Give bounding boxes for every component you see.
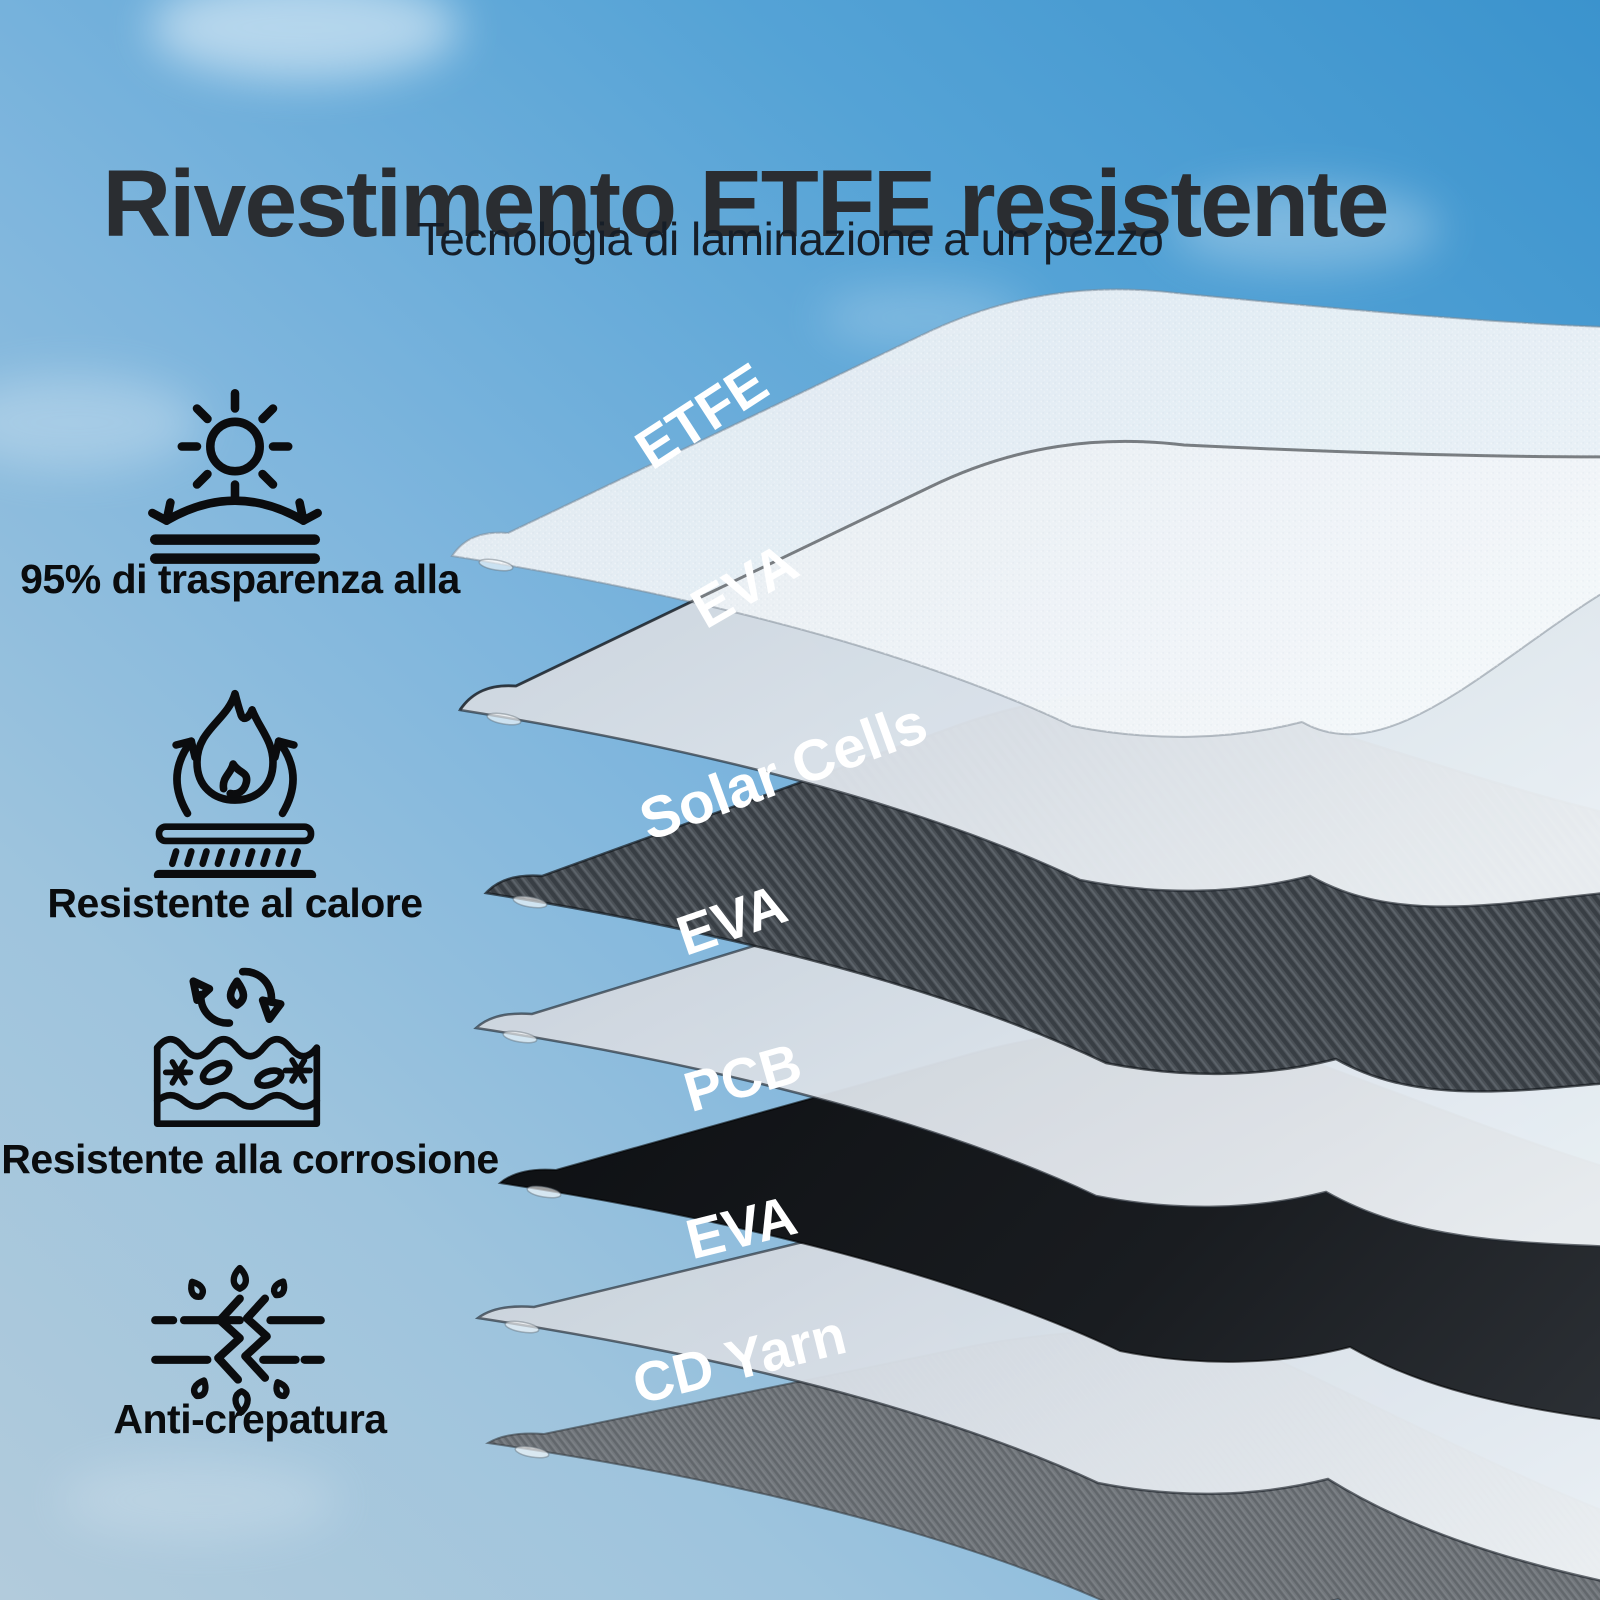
mounting-slot [512, 895, 548, 909]
mounting-slot [504, 1320, 540, 1334]
corrosion-resistant-icon [142, 966, 332, 1156]
cloud [0, 375, 200, 470]
mounting-slot [502, 1030, 538, 1044]
feature-label-transparency: 95% di trasparenza alla [20, 556, 460, 602]
feature-label-corrosion: Resistente alla corrosione [1, 1136, 499, 1182]
anti-crack-icon [148, 1250, 328, 1430]
mounting-slot [486, 712, 522, 726]
sun-transparency-icon [140, 380, 330, 570]
cloud [60, 1460, 340, 1540]
mounting-slot [478, 558, 514, 572]
page-title: Rivestimento ETFE resistente [102, 150, 1390, 257]
eva-edge-ghost-line [458, 439, 1600, 711]
mounting-slot [526, 1185, 562, 1199]
feature-label-heat: Resistente al calore [47, 880, 423, 926]
mounting-slot [514, 1445, 550, 1459]
heat-resistant-icon [140, 688, 330, 878]
cloud [1170, 185, 1440, 270]
feature-label-anticrack: Anti-crepatura [113, 1396, 387, 1442]
layer-sheet-etfe [450, 288, 1600, 738]
page-subtitle: Tecnologia di laminazione a un pezzo [416, 213, 1164, 265]
